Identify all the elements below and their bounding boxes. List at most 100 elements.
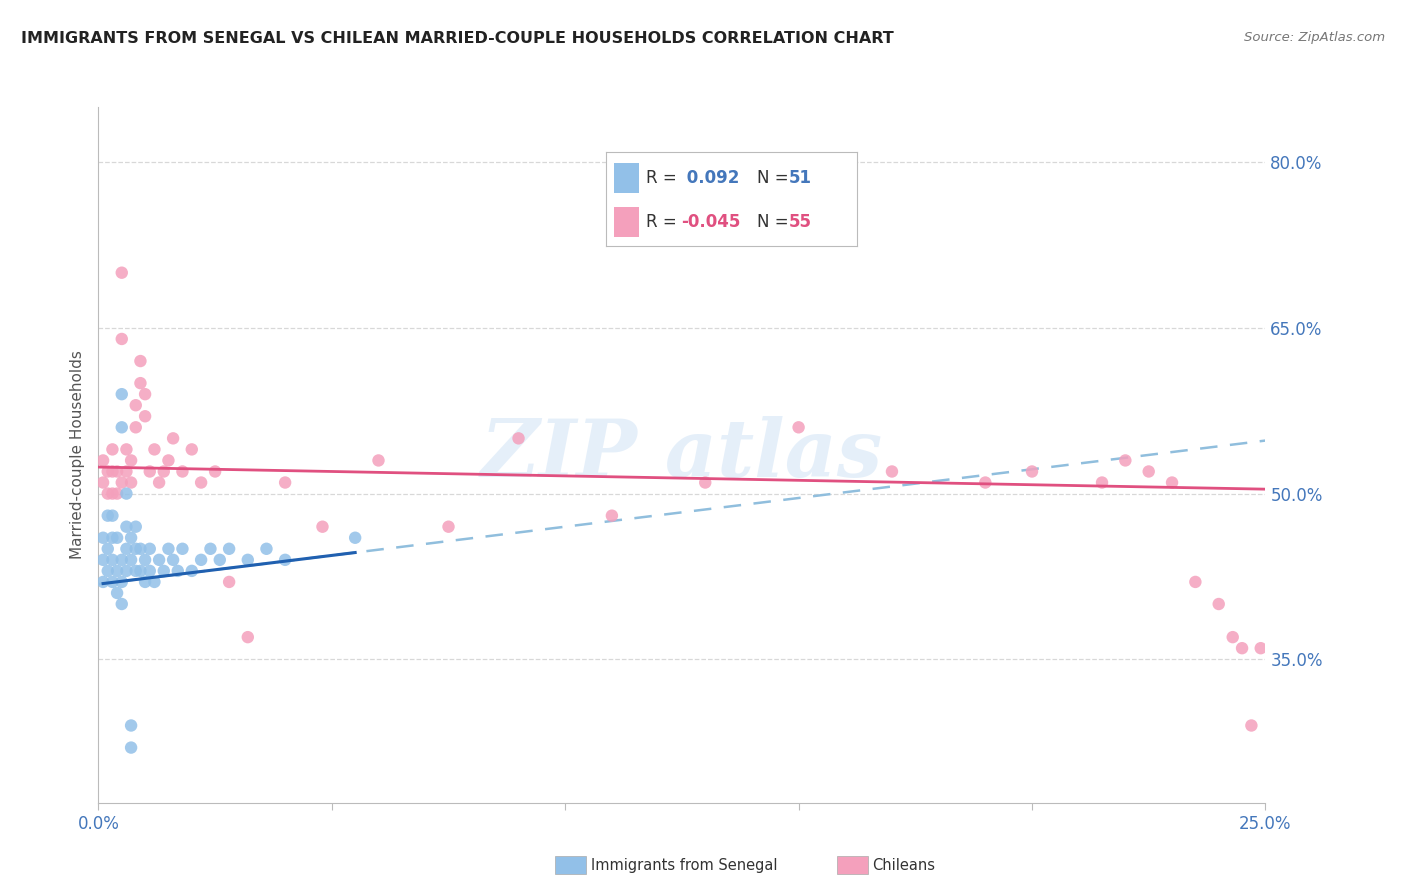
Point	[236, 630, 259, 644]
Point	[111, 475, 134, 490]
Text: Source: ZipAtlas.com: Source: ZipAtlas.com	[1244, 31, 1385, 45]
Point	[111, 387, 134, 401]
Point	[111, 332, 134, 346]
Point	[97, 564, 120, 578]
Point	[111, 597, 134, 611]
Point	[115, 564, 138, 578]
Point	[1091, 475, 1114, 490]
Point	[101, 531, 124, 545]
Point	[125, 564, 148, 578]
Point	[208, 553, 231, 567]
Point	[1230, 641, 1253, 656]
Point	[508, 431, 530, 445]
Point	[600, 508, 623, 523]
Point	[880, 465, 903, 479]
Point	[148, 553, 170, 567]
Point	[695, 475, 717, 490]
Point	[1114, 453, 1136, 467]
Text: R =: R =	[647, 213, 676, 231]
Point	[190, 475, 212, 490]
Point	[204, 465, 226, 479]
Point	[236, 553, 259, 567]
Point	[97, 465, 120, 479]
Point	[101, 574, 124, 589]
Point	[190, 553, 212, 567]
Point	[97, 541, 120, 556]
Point	[111, 553, 134, 567]
Point	[115, 541, 138, 556]
Point	[91, 531, 114, 545]
Point	[166, 564, 188, 578]
Point	[101, 553, 124, 567]
Point	[115, 486, 138, 500]
Point	[162, 553, 184, 567]
Point	[172, 465, 194, 479]
Point	[974, 475, 997, 490]
Point	[157, 541, 180, 556]
Text: IMMIGRANTS FROM SENEGAL VS CHILEAN MARRIED-COUPLE HOUSEHOLDS CORRELATION CHART: IMMIGRANTS FROM SENEGAL VS CHILEAN MARRI…	[21, 31, 894, 46]
Point	[101, 465, 124, 479]
Point	[139, 465, 162, 479]
Point	[180, 564, 202, 578]
Point	[129, 376, 152, 391]
Point	[120, 453, 142, 467]
Point	[91, 574, 114, 589]
Point	[101, 508, 124, 523]
Point	[134, 387, 156, 401]
Point	[437, 519, 460, 533]
Point	[101, 486, 124, 500]
Point	[1161, 475, 1184, 490]
Point	[143, 574, 166, 589]
Point	[218, 574, 240, 589]
Y-axis label: Married-couple Households: Married-couple Households	[69, 351, 84, 559]
Point	[311, 519, 333, 533]
Point	[105, 465, 128, 479]
Point	[105, 564, 128, 578]
Point	[120, 718, 142, 732]
Text: 55: 55	[789, 213, 813, 231]
Text: Immigrants from Senegal: Immigrants from Senegal	[591, 858, 778, 872]
Point	[787, 420, 810, 434]
Point	[139, 564, 162, 578]
Point	[1222, 630, 1244, 644]
Point	[111, 266, 134, 280]
Point	[115, 465, 138, 479]
Point	[200, 541, 222, 556]
Point	[129, 541, 152, 556]
Bar	[613, 162, 638, 193]
Point	[125, 420, 148, 434]
Point	[1240, 718, 1263, 732]
Point	[120, 475, 142, 490]
Point	[218, 541, 240, 556]
Text: N =: N =	[756, 169, 789, 186]
Text: R =: R =	[647, 169, 676, 186]
Point	[125, 541, 148, 556]
Point	[101, 442, 124, 457]
Point	[1021, 465, 1043, 479]
Point	[172, 541, 194, 556]
Point	[134, 553, 156, 567]
Point	[180, 442, 202, 457]
Point	[162, 431, 184, 445]
Text: ZIP atlas: ZIP atlas	[481, 417, 883, 493]
Point	[367, 453, 389, 467]
Point	[91, 453, 114, 467]
Point	[120, 531, 142, 545]
Point	[129, 354, 152, 368]
Point	[97, 486, 120, 500]
Point	[129, 564, 152, 578]
Text: 0.092: 0.092	[682, 169, 740, 186]
Point	[344, 531, 367, 545]
Text: N =: N =	[756, 213, 789, 231]
Point	[111, 574, 134, 589]
Point	[115, 442, 138, 457]
Point	[1137, 465, 1160, 479]
Text: 51: 51	[789, 169, 813, 186]
Point	[256, 541, 278, 556]
Point	[91, 553, 114, 567]
Point	[152, 564, 174, 578]
Point	[274, 553, 297, 567]
Bar	[613, 207, 638, 236]
Point	[1184, 574, 1206, 589]
Text: -0.045: -0.045	[682, 213, 741, 231]
